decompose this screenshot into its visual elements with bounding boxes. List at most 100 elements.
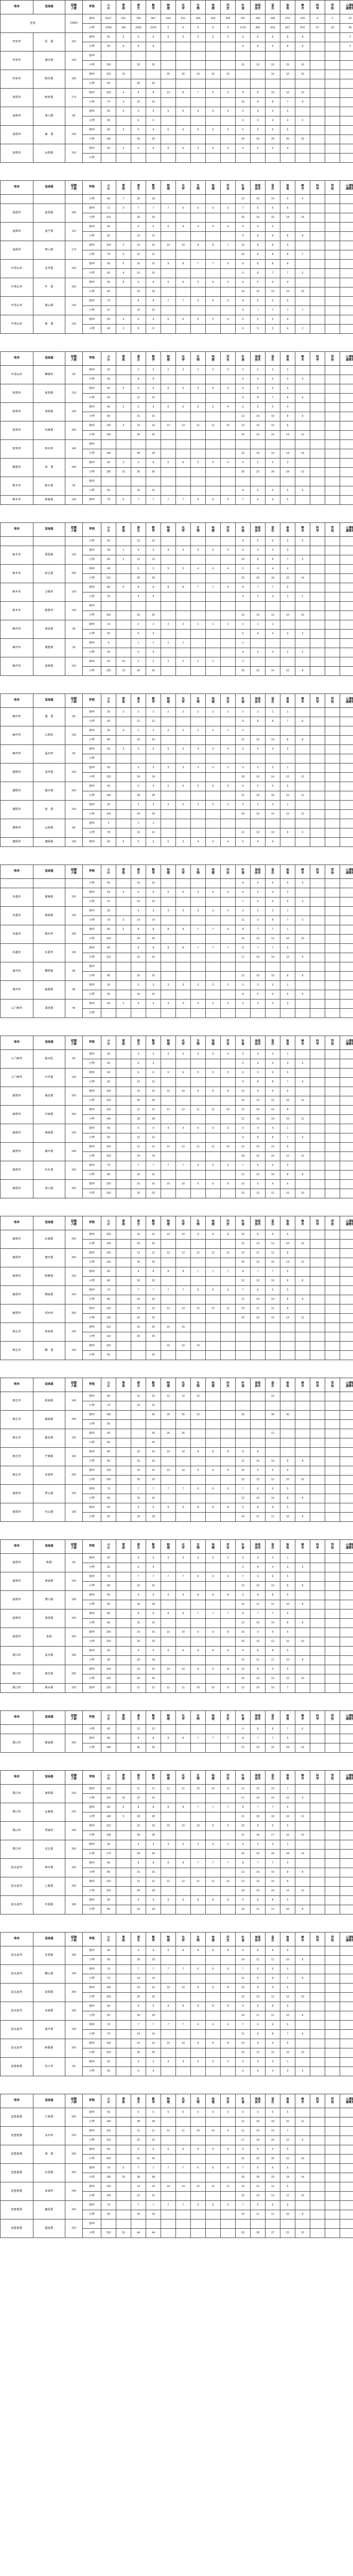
table-gap [0,847,353,865]
cell-wuli: 10 [161,1179,176,1189]
cell-yuwen: 20 [131,1096,146,1106]
column-header-tiyu: 体育 [280,1216,295,1230]
column-header-xinxi: 信息 技术 [250,351,266,366]
cell-dili: 9 [205,1466,221,1476]
cell-tiyu: 22 [280,2228,295,2238]
cell-quota: 80 [65,707,83,726]
cell-kexue [310,51,325,61]
cell-laoji [325,144,340,154]
cell-huaxue: 3 [175,546,191,555]
cell-lishi: 5 [220,204,236,213]
cell-shengwu [190,1581,206,1591]
cell-meishu [295,583,310,592]
cell-city [0,1724,33,1734]
cell-sizheng [116,1114,131,1124]
cell-yuwen: 10 [131,1447,146,1457]
cell-wuli [161,1189,176,1198]
cell-xinli [340,1077,353,1087]
cell-wuli: 6 [161,782,176,791]
cell-lishi: 1 [220,726,236,736]
cell-tiyu: 8 [280,412,295,421]
cell-stage: 初中 [82,707,101,717]
cell-huaxue [175,430,191,440]
cell-waiyu: 3 [235,1049,251,1059]
cell-county: 鄢陵县 [33,888,65,907]
cell-waiyu: 11 [235,2029,251,2039]
cell-huaxue [175,2210,191,2219]
cell-kexue [310,1410,325,1420]
cell-waiyu: 10 [235,1466,251,1476]
cell-stage: 初中 [82,107,101,116]
cell-yinyue: 14 [265,1151,280,1161]
cell-city: 商丘市 [0,1429,33,1448]
cell-shuxue: 8 [146,1267,161,1277]
cell-wuli: 10 [161,88,176,98]
cell-city: 焦作市 [0,707,33,726]
cell-lishi: 11 [220,1248,236,1258]
cell-county: 博爱县 [33,638,65,657]
cell-xinli [340,573,353,583]
cell-xinli [340,707,353,717]
cell-wuli [161,1674,176,1684]
cell-yuwen [131,1410,146,1420]
cell-subtotal: 90 [101,1955,116,1965]
cell-shuxue: 3 [146,763,161,773]
cell-stage: 小学 [82,1313,101,1323]
cell-shengwu [190,449,206,459]
cell-laoji [325,134,340,144]
cell-subtotal: 70 [101,2020,116,2030]
cell-yuwen [131,1419,146,1429]
cell-shengwu: 9 [190,1665,206,1674]
cell-shuxue: 20 [146,1637,161,1647]
cell-meishu: 2 [295,324,310,334]
cell-county: 上蔡县 [33,1877,65,1896]
cell-wuli: 10 [161,1447,176,1457]
cell-huaxue [175,1655,191,1665]
cell-city: 平顶山市 [0,296,33,315]
cell-sizheng [116,791,131,801]
cell-subtotal: 80 [101,1858,116,1868]
cell-kexue [310,2066,325,2076]
cell-xinli [340,2011,353,2021]
cell-huaxue [175,971,191,981]
cell-huaxue [175,1114,191,1124]
cell-meishu [295,125,310,135]
column-header-stage: 学段 [82,865,101,879]
cell-subtotal: 140 [101,791,116,801]
cell-kexue [310,1784,325,1794]
cell-wuli [161,430,176,440]
cell-xinli [340,592,353,602]
cell-huaxue [175,213,191,223]
cell-subtotal [101,962,116,972]
cell-city: 驻马店市 [0,1946,33,1965]
cell-shuxue: 38 [146,2173,161,2182]
cell-city: 周口市 [0,1665,33,1684]
cell-tiyu: 4 [280,116,295,126]
cell-dili: 1 [205,657,221,667]
cell-wuli [161,897,176,907]
cell-laoji [325,2163,340,2173]
cell-city: 新乡市 [0,601,33,620]
table-row: 小学 90 18 18 14 11 11 10 8 [1,1655,353,1665]
column-header-wuli: 物理 [161,1770,176,1785]
cell-city: 南阳市 [0,1105,33,1124]
cell-subtotal: 120 [101,1151,116,1161]
cell-huaxue [175,393,191,403]
cell-lishi [220,250,236,260]
table-row: 驻马店市 遂平县 140 初中 70 7 7 7 7 6 6 6 7 6 6 5 [0,2020,353,2039]
column-header-tiyu: 体育 [280,180,295,195]
cell-subtotal: 78 [101,828,116,838]
cell-yinyue: 11 [265,2210,280,2219]
cell-waiyu: 18 [235,1151,251,1161]
column-header-lishi: 历史 [220,1036,236,1050]
cell-shuxue: 16 [146,412,161,421]
cell-xinli [340,629,353,639]
cell-xinxi: 4 [250,744,266,754]
cell-sizheng [116,2191,131,2201]
cell-tiyu: 5 [280,2200,295,2210]
cell-laoji [325,449,340,459]
cell-subtotal: 90 [101,1905,116,1914]
cell-yuwen: 5 [131,222,146,232]
cell-waiyu: 12 [235,971,251,981]
cell-yuwen: 18 [131,1655,146,1665]
